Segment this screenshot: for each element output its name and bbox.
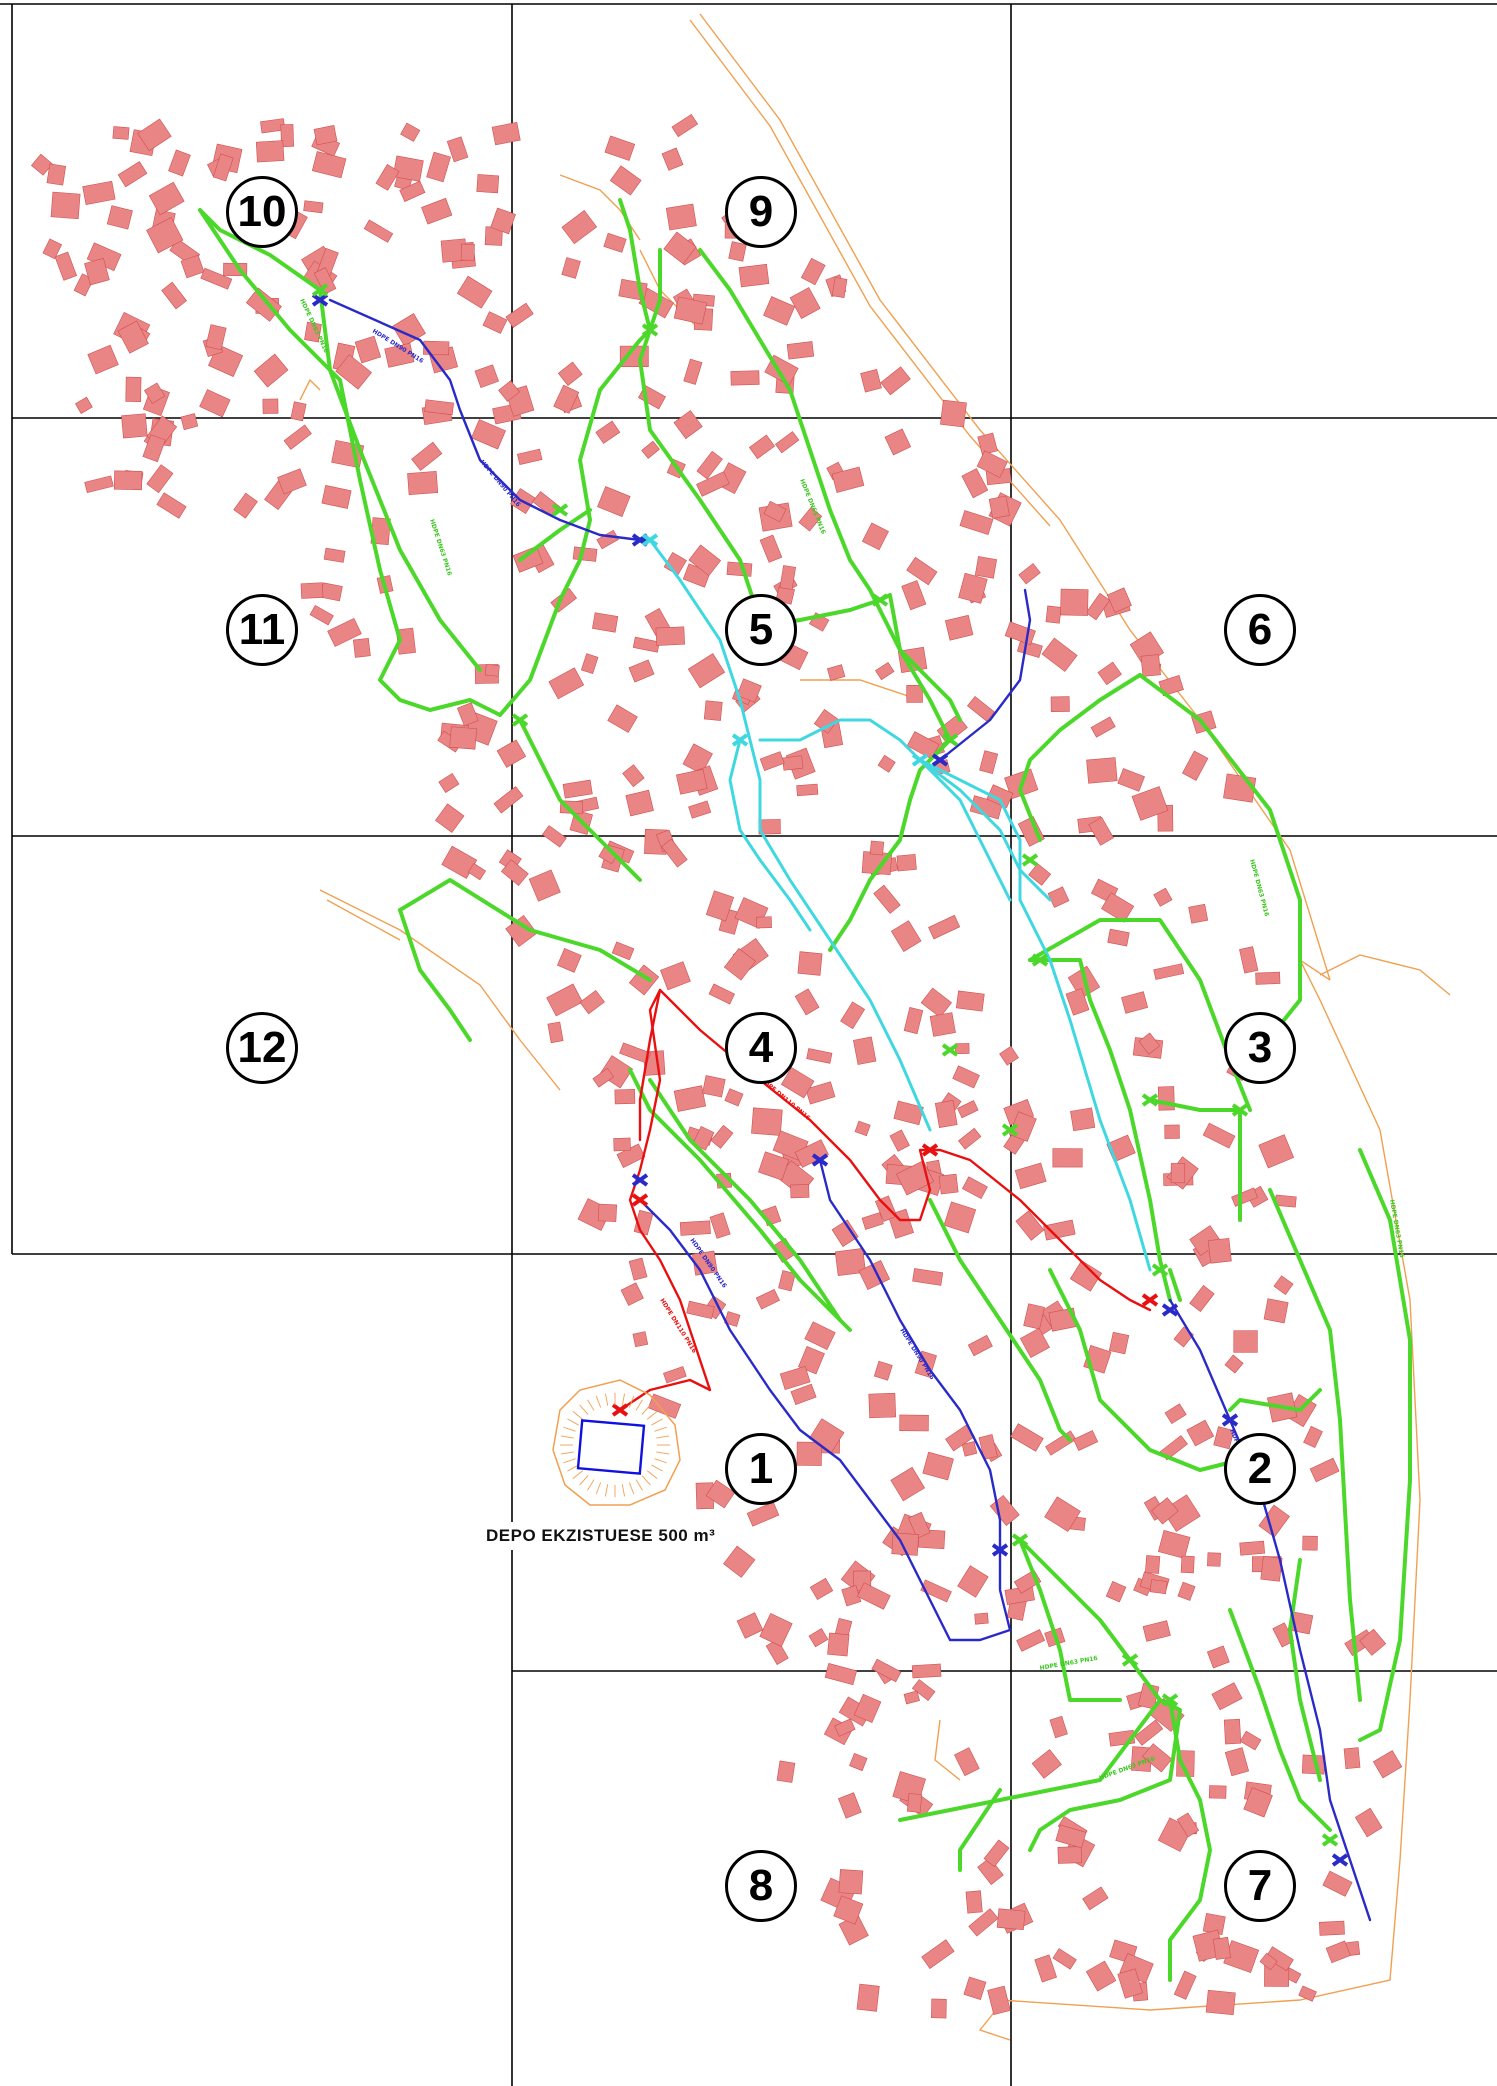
main-pipes	[328, 298, 1372, 1922]
junction-marker	[641, 323, 659, 337]
pipe-label: HDPE DN63 PN16	[1248, 859, 1270, 918]
junction-marker	[911, 753, 929, 767]
junction-marker	[641, 533, 659, 547]
depot-reservoir	[552, 1379, 681, 1506]
junction-marker	[631, 1173, 649, 1187]
sheet-label-1: 1	[725, 1433, 797, 1505]
pipe-label: HDPE DN90 PN16	[478, 459, 521, 509]
junction-marker	[931, 753, 949, 767]
sheet-label-6: 6	[1224, 594, 1296, 666]
pipe-label: HDPE DN63 PN16	[428, 518, 453, 576]
sheet-label-7: 7	[1224, 1850, 1296, 1922]
junction-marker	[731, 733, 749, 747]
junction-marker	[991, 1543, 1009, 1557]
junction-marker	[1221, 1413, 1239, 1427]
junction-marker	[1001, 1123, 1019, 1137]
sheet-grid	[0, 3, 1497, 2086]
junction-marker	[611, 1403, 629, 1417]
junction-marker	[1161, 1303, 1179, 1317]
depot-label: DEPO EKZISTUESE 500 m³	[480, 1522, 722, 1550]
sheet-label-5: 5	[725, 594, 797, 666]
sheet-label-12: 12	[226, 1012, 298, 1084]
junction-marker	[1011, 1533, 1029, 1547]
pipe-label: HDPE DN63 PN16	[1039, 1655, 1098, 1672]
junction-marker	[1151, 1263, 1169, 1277]
junction-marker	[1321, 1833, 1339, 1847]
junction-marker	[1161, 1693, 1179, 1707]
junction-marker	[871, 593, 889, 607]
junction-marker	[941, 1043, 959, 1057]
sheet-label-2: 2	[1224, 1433, 1296, 1505]
junction-marker	[921, 1143, 939, 1157]
depot-tank	[576, 1419, 646, 1475]
junction-marker	[551, 503, 569, 517]
transfer-pipes	[648, 538, 1152, 1272]
junction-marker	[631, 1193, 649, 1207]
building-footprints	[30, 113, 1403, 2019]
junction-marker	[1021, 853, 1039, 867]
junction-marker	[941, 733, 959, 747]
junction-marker	[1231, 1103, 1249, 1117]
junction-marker	[511, 713, 529, 727]
pipe-junctions	[311, 283, 1349, 1867]
distribution-pipes	[198, 198, 1412, 1982]
junction-marker	[1121, 1653, 1139, 1667]
junction-marker	[811, 1153, 829, 1167]
junction-marker	[1031, 953, 1049, 967]
junction-marker	[1141, 1093, 1159, 1107]
junction-marker	[1331, 1853, 1349, 1867]
sheet-label-9: 9	[725, 176, 797, 248]
sheet-label-3: 3	[1224, 1012, 1296, 1084]
sheet-label-10: 10	[226, 176, 298, 248]
sheet-label-11: 11	[226, 594, 298, 666]
sheet-label-8: 8	[725, 1850, 797, 1922]
junction-marker	[1141, 1293, 1159, 1307]
junction-marker	[311, 293, 329, 307]
junction-marker	[311, 283, 329, 297]
sheet-label-4: 4	[725, 1012, 797, 1084]
